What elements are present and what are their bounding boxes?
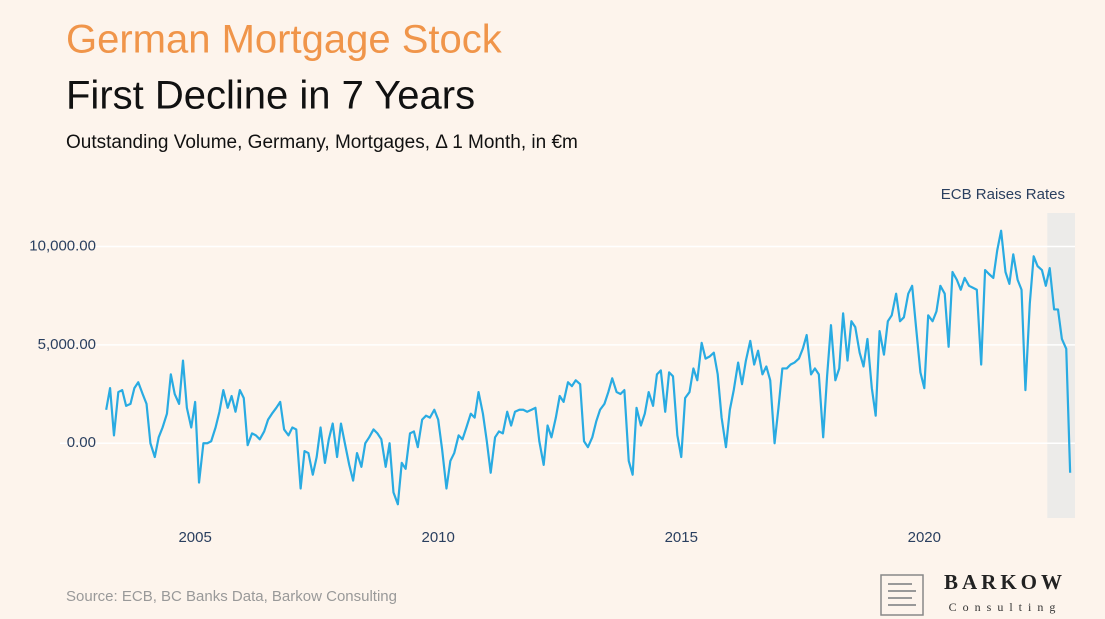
x-tick-label: 2010 [422,529,455,546]
x-tick-label: 2005 [178,529,211,546]
chart-caption: Outstanding Volume, Germany, Mortgages, … [66,132,578,153]
y-tick-label: 10,000.00 [29,237,96,254]
source: Source: ECB, BC Banks Data, Barkow Consu… [66,588,397,605]
data-line [105,229,1072,506]
chart-subtitle: First Decline in 7 Years [66,74,475,118]
logo-name: BARKOW [944,570,1066,594]
x-tick-label: 2020 [908,529,941,546]
annotation-label: ECB Raises Rates [941,186,1065,203]
logo-tagline: Consulting [949,600,1062,614]
x-tick-label: 2015 [665,529,698,546]
y-tick-label: 0.00 [67,434,96,451]
logo: BARKOW Consulting [880,570,1066,616]
logo-icon-lines [888,583,916,606]
y-tick-label: 5,000.00 [38,336,96,353]
chart-title: German Mortgage Stock [66,18,503,62]
logo-icon [880,574,924,616]
